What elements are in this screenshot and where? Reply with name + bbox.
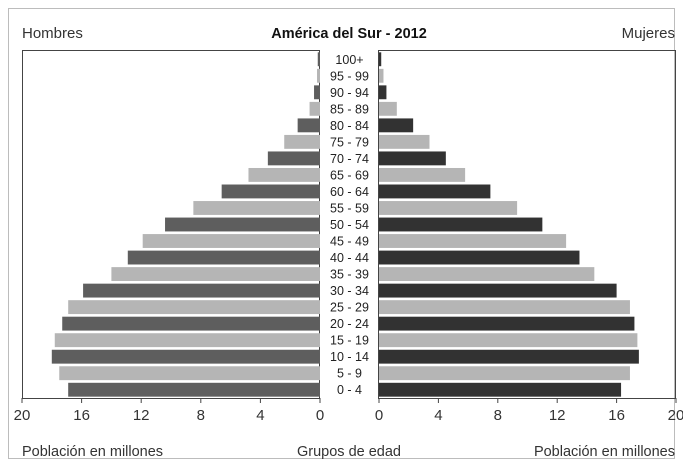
left-tick-label: 4 xyxy=(256,407,264,424)
left-tick-label: 8 xyxy=(197,407,205,424)
male-bar-0-4 xyxy=(68,382,320,397)
male-bar-15-19 xyxy=(54,333,320,348)
age-group-label: 5 - 9 xyxy=(337,367,362,381)
age-group-label: 20 - 24 xyxy=(330,317,369,331)
female-bar-5-9 xyxy=(379,366,630,381)
female-bar-0-4 xyxy=(379,382,622,397)
right-axis-label: Población en millones xyxy=(534,444,675,460)
age-group-label: 75 - 79 xyxy=(330,135,369,149)
female-bar-25-29 xyxy=(379,300,630,315)
male-bar-50-54 xyxy=(165,217,320,232)
left-x-axis: 0 4 8 12 16 20 xyxy=(14,398,324,424)
male-bar-10-14 xyxy=(51,349,321,364)
male-bars xyxy=(51,52,321,397)
male-bar-80-84 xyxy=(297,118,320,133)
male-bar-90-94 xyxy=(314,85,320,100)
female-bar-100plus xyxy=(379,52,382,67)
female-bars xyxy=(379,52,639,397)
female-bar-35-39 xyxy=(379,267,595,282)
female-bar-45-49 xyxy=(379,234,567,248)
male-bar-45-49 xyxy=(142,234,320,248)
right-tick-label: 12 xyxy=(549,407,566,424)
age-group-label: 45 - 49 xyxy=(330,235,369,249)
male-bar-40-44 xyxy=(127,250,320,265)
male-bar-70-74 xyxy=(267,151,320,166)
right-tick-label: 0 xyxy=(375,407,383,424)
female-bar-20-24 xyxy=(379,316,635,331)
female-bar-50-54 xyxy=(379,217,543,232)
age-group-label: 10 - 14 xyxy=(330,350,369,364)
age-group-label: 90 - 94 xyxy=(330,86,369,100)
left-tick-label: 16 xyxy=(73,407,90,424)
right-plot-frame xyxy=(378,50,676,399)
age-group-label: 25 - 29 xyxy=(330,301,369,315)
female-bar-95-99 xyxy=(379,68,384,83)
age-group-label: 95 - 99 xyxy=(330,69,369,83)
female-bar-10-14 xyxy=(379,349,639,364)
age-group-label: 15 - 19 xyxy=(330,334,369,348)
right-x-axis: 0 4 8 12 16 20 xyxy=(375,398,683,424)
age-group-label: 60 - 64 xyxy=(330,185,369,199)
female-bar-80-84 xyxy=(379,118,414,133)
right-tick-label: 4 xyxy=(434,407,442,424)
male-bar-60-64 xyxy=(221,184,320,199)
female-bar-15-19 xyxy=(379,333,638,348)
male-bar-30-34 xyxy=(83,283,320,298)
male-bar-100plus xyxy=(317,52,320,67)
age-group-label: 35 - 39 xyxy=(330,268,369,282)
female-bar-55-59 xyxy=(379,201,518,215)
right-header: Mujeres xyxy=(622,25,675,42)
chart-title: América del Sur - 2012 xyxy=(271,26,427,42)
age-group-label: 70 - 74 xyxy=(330,152,369,166)
female-bar-70-74 xyxy=(379,151,446,166)
age-group-label: 65 - 69 xyxy=(330,168,369,182)
male-bar-65-69 xyxy=(248,167,320,182)
female-bar-30-34 xyxy=(379,283,617,298)
chart-border xyxy=(8,8,675,459)
age-group-label: 85 - 89 xyxy=(330,102,369,116)
left-axis-label: Población en millones xyxy=(22,444,163,460)
male-bar-95-99 xyxy=(317,68,320,83)
female-bar-75-79 xyxy=(379,134,430,149)
right-tick-label: 16 xyxy=(608,407,625,424)
age-group-label: 40 - 44 xyxy=(330,251,369,265)
age-group-labels: 0 - 4 5 - 9 10 - 14 15 - 19 20 - 24 25 - 29 30… xyxy=(330,53,369,397)
age-group-label: 80 - 84 xyxy=(330,119,369,133)
left-tick-label: 0 xyxy=(316,407,324,424)
female-bar-60-64 xyxy=(379,184,491,199)
age-group-label: 0 - 4 xyxy=(337,383,362,397)
center-axis-label: Grupos de edad xyxy=(297,444,401,460)
right-tick-label: 8 xyxy=(494,407,502,424)
female-bar-40-44 xyxy=(379,250,580,265)
left-tick-label: 20 xyxy=(14,407,31,424)
left-tick-label: 12 xyxy=(133,407,150,424)
male-bar-85-89 xyxy=(309,101,320,116)
age-group-label: 30 - 34 xyxy=(330,284,369,298)
male-bar-25-29 xyxy=(68,300,320,315)
male-bar-35-39 xyxy=(111,267,321,282)
male-bar-5-9 xyxy=(59,366,320,381)
male-bar-55-59 xyxy=(193,201,320,215)
female-bar-85-89 xyxy=(379,101,397,116)
age-group-label: 100+ xyxy=(335,53,363,67)
left-header: Hombres xyxy=(22,25,83,42)
male-bar-75-79 xyxy=(284,134,320,149)
right-tick-label: 20 xyxy=(668,407,683,424)
age-group-label: 55 - 59 xyxy=(330,201,369,215)
female-bar-90-94 xyxy=(379,85,387,100)
female-bar-65-69 xyxy=(379,167,466,182)
age-group-label: 50 - 54 xyxy=(330,218,369,232)
male-bar-20-24 xyxy=(62,316,320,331)
